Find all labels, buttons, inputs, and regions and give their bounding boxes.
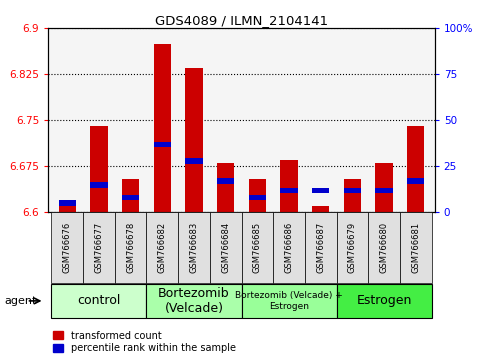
Text: agent: agent [5,296,37,306]
Bar [58,203,76,212]
Bar [185,68,203,212]
FancyBboxPatch shape [52,284,146,318]
FancyBboxPatch shape [242,212,273,283]
Text: GSM766687: GSM766687 [316,222,325,273]
Bar [312,206,329,212]
Text: GSM766679: GSM766679 [348,222,357,273]
Text: Bortezomib
(Velcade): Bortezomib (Velcade) [158,287,230,315]
Bar [249,195,266,200]
Text: GSM766676: GSM766676 [63,222,72,273]
Bar [90,126,108,212]
FancyBboxPatch shape [337,284,431,318]
Text: GSM766684: GSM766684 [221,222,230,273]
Text: GSM766681: GSM766681 [411,222,420,273]
Text: GSM766680: GSM766680 [380,222,388,273]
FancyBboxPatch shape [83,212,115,283]
Text: GSM766686: GSM766686 [284,222,294,273]
Bar [280,188,298,193]
Bar [407,126,425,212]
Bar [375,188,393,193]
Text: GSM766677: GSM766677 [95,222,103,273]
Bar [312,188,329,193]
FancyBboxPatch shape [115,212,146,283]
Bar [58,200,76,206]
Text: GSM766685: GSM766685 [253,222,262,273]
Bar [280,160,298,212]
Bar [122,195,140,200]
Text: Estrogen: Estrogen [356,295,412,307]
FancyBboxPatch shape [178,212,210,283]
Bar [122,179,140,212]
FancyBboxPatch shape [146,284,242,318]
Bar [154,44,171,212]
FancyBboxPatch shape [146,212,178,283]
FancyBboxPatch shape [242,284,337,318]
Bar [217,163,234,212]
Bar [154,142,171,147]
Bar [343,179,361,212]
Bar [375,163,393,212]
Text: Bortezomib (Velcade) +
Estrogen: Bortezomib (Velcade) + Estrogen [235,291,343,310]
FancyBboxPatch shape [305,212,337,283]
FancyBboxPatch shape [368,212,400,283]
Bar [407,178,425,184]
Text: GSM766678: GSM766678 [126,222,135,273]
Bar [249,179,266,212]
FancyBboxPatch shape [273,212,305,283]
Bar [90,182,108,188]
Legend: transformed count, percentile rank within the sample: transformed count, percentile rank withi… [53,331,236,353]
Bar [343,188,361,193]
Text: GSM766682: GSM766682 [158,222,167,273]
Text: control: control [77,295,121,307]
Text: GSM766683: GSM766683 [189,222,199,273]
FancyBboxPatch shape [52,212,83,283]
Bar [185,158,203,164]
Title: GDS4089 / ILMN_2104141: GDS4089 / ILMN_2104141 [155,14,328,27]
FancyBboxPatch shape [210,212,242,283]
Bar [217,178,234,184]
FancyBboxPatch shape [337,212,368,283]
FancyBboxPatch shape [400,212,431,283]
